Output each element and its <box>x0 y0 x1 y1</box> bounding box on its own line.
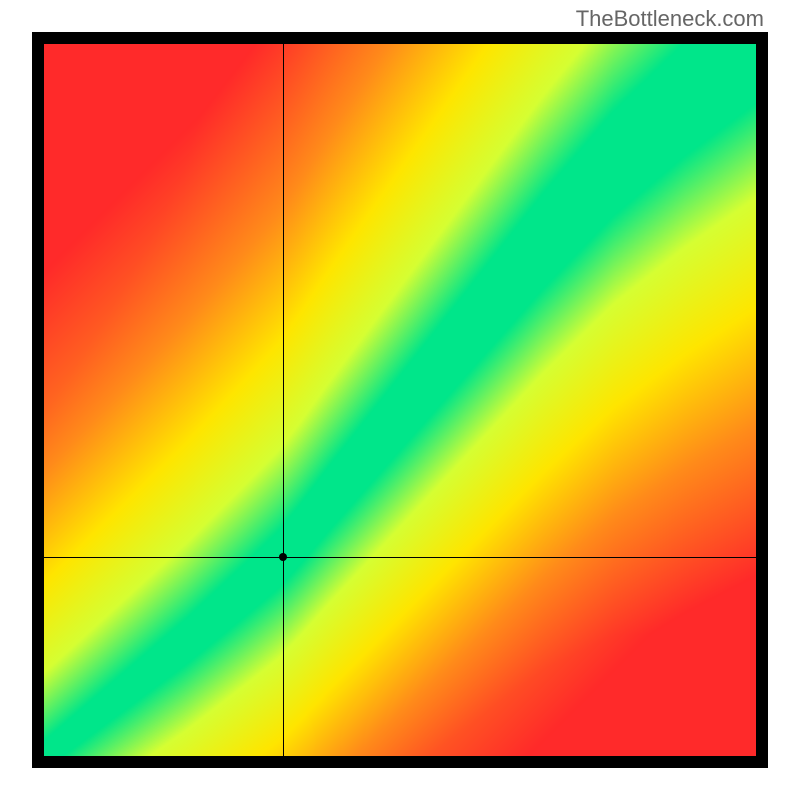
heatmap-canvas <box>44 44 756 756</box>
heatmap-plot <box>44 44 756 756</box>
watermark: TheBottleneck.com <box>576 6 764 32</box>
plot-frame <box>32 32 768 768</box>
crosshair-marker <box>279 553 287 561</box>
crosshair-vertical <box>283 44 284 756</box>
crosshair-horizontal <box>44 557 756 558</box>
